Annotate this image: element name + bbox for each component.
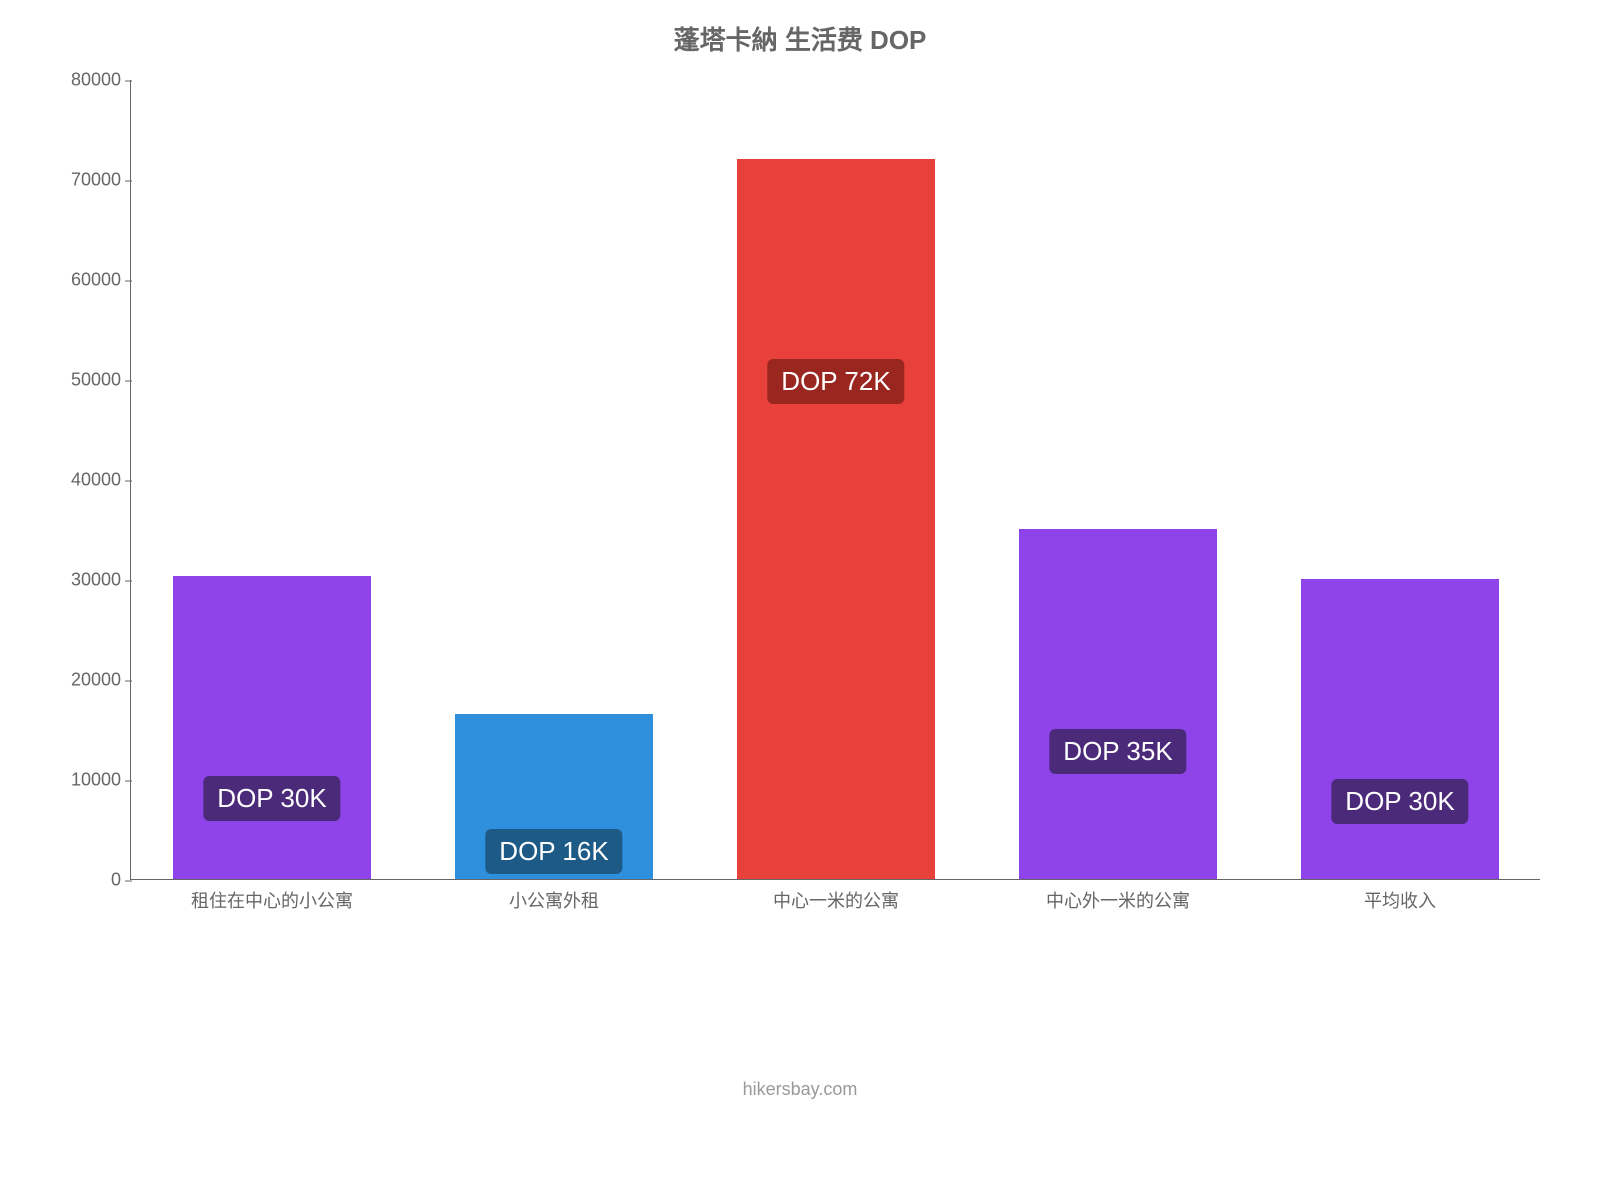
y-axis-tick: 30000	[71, 570, 131, 591]
y-axis-tick: 50000	[71, 370, 131, 391]
y-axis-tick: 10000	[71, 770, 131, 791]
bar-value-badge: DOP 30K	[1331, 779, 1468, 824]
bar: DOP 30K	[1301, 579, 1498, 879]
x-axis-label: 中心外一米的公寓	[1046, 879, 1190, 913]
chart-title: 蓬塔卡納 生活费 DOP	[40, 20, 1560, 57]
y-axis-tick: 40000	[71, 470, 131, 491]
bar: DOP 30K	[173, 576, 370, 879]
bar: DOP 35K	[1019, 529, 1216, 879]
y-axis-tick: 0	[111, 870, 131, 891]
x-axis-label: 小公寓外租	[509, 879, 599, 913]
bar: DOP 16K	[455, 714, 652, 879]
plot-area: 0100002000030000400005000060000700008000…	[130, 80, 1540, 880]
x-axis-label: 中心一米的公寓	[773, 879, 899, 913]
footer-attribution: hikersbay.com	[743, 1079, 858, 1100]
chart-container: 蓬塔卡納 生活费 DOP 010000200003000040000500006…	[40, 20, 1560, 1000]
bar: DOP 72K	[737, 159, 934, 879]
y-axis-tick: 80000	[71, 70, 131, 91]
y-axis-tick: 20000	[71, 670, 131, 691]
y-axis-tick: 70000	[71, 170, 131, 191]
x-axis-label: 租住在中心的小公寓	[191, 879, 353, 913]
bar-value-badge: DOP 30K	[203, 776, 340, 821]
bar-value-badge: DOP 16K	[485, 829, 622, 874]
bar-value-badge: DOP 35K	[1049, 729, 1186, 774]
y-axis-tick: 60000	[71, 270, 131, 291]
x-axis-label: 平均收入	[1364, 879, 1436, 913]
bar-value-badge: DOP 72K	[767, 359, 904, 404]
